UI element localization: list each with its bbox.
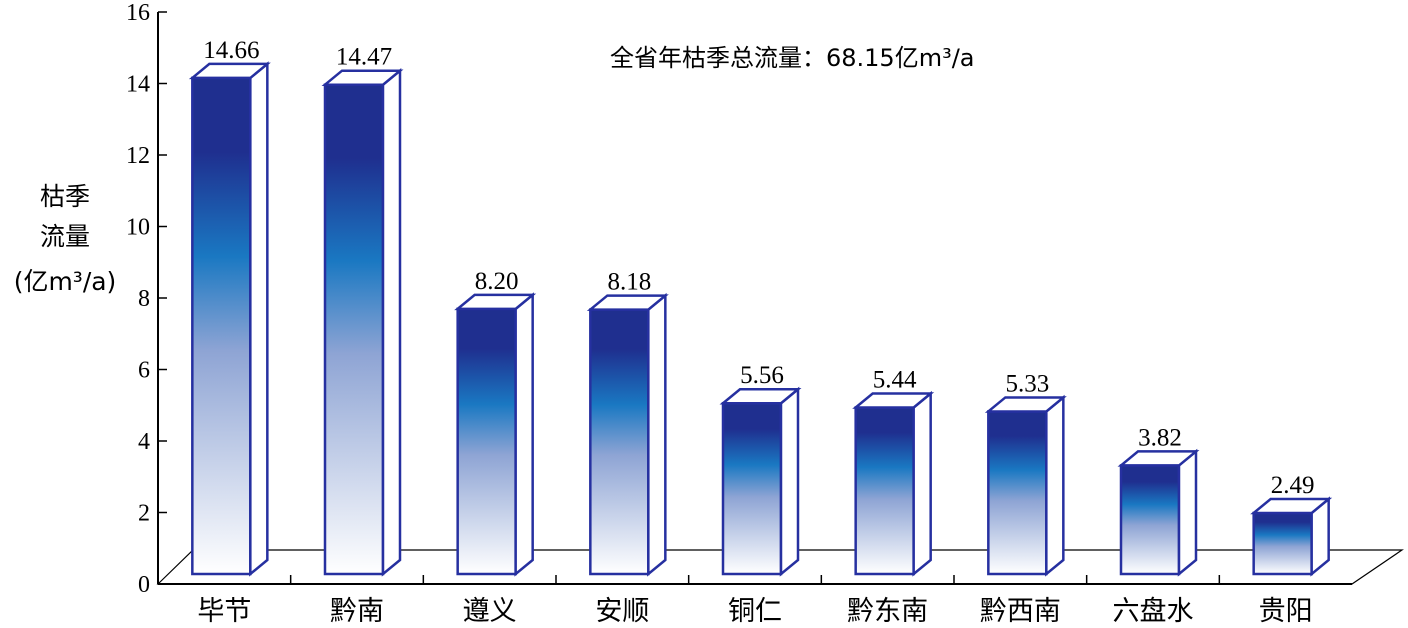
- bar-side-face: [381, 68, 402, 577]
- bar-side-face: [647, 292, 667, 577]
- bar-side-face: [1177, 448, 1198, 577]
- value-label: 14.66: [203, 37, 259, 64]
- value-labels: 14.66 14.47 8.20 8.18 5.56 5.44 5.33 3.82 2.49: [203, 37, 1314, 499]
- bar-front-face: [589, 308, 650, 576]
- category-label: 黔西南: [980, 596, 1061, 627]
- y-tick-label: 14: [126, 72, 150, 98]
- bar-side-face: [514, 292, 534, 577]
- y-tick-label: 12: [126, 143, 150, 169]
- bar-top-face: [1250, 497, 1333, 515]
- y-ticks: 0 2 4 6 8 10 12 14 16: [126, 0, 167, 598]
- bar-top-face: [852, 392, 935, 409]
- bar-铜仁: [719, 386, 802, 577]
- value-label: 3.82: [1138, 424, 1182, 451]
- category-labels: 毕节 黔南 遵义 安顺 铜仁 黔东南 黔西南 六盘水 贵阳: [197, 596, 1312, 627]
- category-label: 遵义: [463, 596, 517, 627]
- category-label: 毕节: [197, 596, 251, 627]
- bar-side-face: [249, 61, 269, 577]
- bar-top-face: [321, 69, 404, 86]
- bar-top-face: [586, 294, 669, 311]
- bar-front-face: [1119, 464, 1181, 576]
- bar-front-face: [854, 406, 915, 576]
- bar-front-face: [191, 76, 252, 576]
- y-tick-label: 0: [138, 572, 150, 598]
- category-label: 黔南: [330, 596, 384, 627]
- value-label: 5.44: [873, 367, 917, 394]
- value-label: 5.33: [1005, 370, 1049, 397]
- bar-front-face: [721, 401, 783, 576]
- bar-贵阳: [1250, 496, 1333, 577]
- bar-top-face: [984, 396, 1067, 413]
- bar-front-face: [323, 83, 385, 576]
- y-axis-label-line-3: (亿m³/a): [14, 267, 117, 296]
- value-label: 8.20: [475, 268, 519, 295]
- category-label: 安顺: [595, 596, 649, 627]
- bar-黔南: [321, 68, 404, 577]
- category-label: 铜仁: [728, 596, 782, 627]
- y-tick-label: 16: [126, 0, 150, 26]
- total-annotation: 全省年枯季总流量：68.15亿m³/a: [610, 44, 975, 72]
- category-label: 贵阳: [1259, 596, 1313, 627]
- bar-top-face: [719, 387, 802, 405]
- y-tick-label: 8: [138, 286, 150, 312]
- y-tick-label: 2: [138, 501, 150, 527]
- y-axis-label-line-1: 枯季: [40, 182, 90, 211]
- bar-黔西南: [984, 394, 1067, 577]
- x-ticks: [289, 575, 1221, 584]
- bar-遵义: [454, 292, 537, 577]
- bar-top-face: [1117, 450, 1200, 467]
- bar-top-face: [188, 62, 271, 80]
- value-label: 14.47: [336, 44, 392, 71]
- category-label: 黔东南: [847, 596, 928, 627]
- bar-front-face: [1252, 511, 1313, 576]
- bar-安顺: [586, 292, 669, 577]
- bar-top-face: [454, 293, 537, 311]
- bar-黔东南: [852, 390, 935, 577]
- category-label: 六盘水: [1113, 596, 1194, 627]
- y-tick-label: 6: [138, 358, 150, 384]
- bar-front-face: [987, 410, 1048, 576]
- bar-六盘水: [1117, 448, 1200, 577]
- value-label: 8.18: [607, 269, 651, 296]
- bar-毕节: [188, 61, 271, 577]
- bar-front-face: [456, 307, 517, 576]
- bars-group: [188, 61, 1333, 577]
- value-label: 5.56: [740, 362, 784, 389]
- y-tick-label: 10: [126, 215, 150, 241]
- bar-side-face: [912, 390, 932, 577]
- bar-side-face: [1045, 394, 1065, 577]
- y-axis-label-line-2: 流量: [40, 222, 90, 251]
- value-label: 2.49: [1271, 472, 1315, 499]
- y-tick-label: 4: [138, 429, 150, 455]
- bar-side-face: [779, 386, 800, 577]
